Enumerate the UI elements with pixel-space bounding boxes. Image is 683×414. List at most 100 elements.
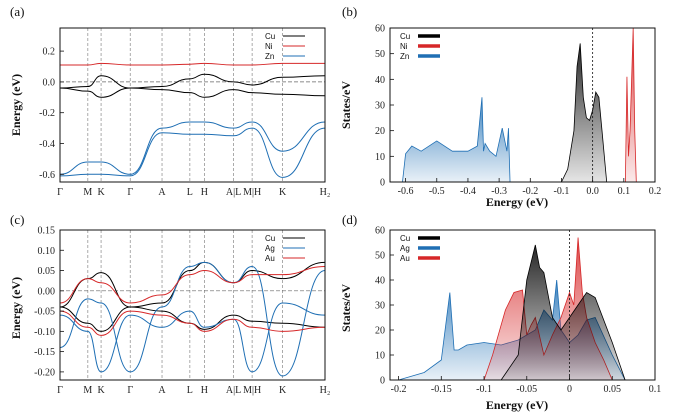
ylabel-d: States/eV (339, 284, 353, 332)
band-zn (59, 127, 326, 178)
legend-label: Zn (400, 52, 409, 61)
kpoint-label: K (279, 385, 287, 396)
xtick-label: 0.0 (586, 186, 599, 197)
band-cu (59, 306, 326, 332)
kpoint-label: A|L (226, 385, 241, 396)
ytick-label: 0.00 (38, 286, 56, 297)
dos-zn (402, 97, 511, 183)
plot-1 (389, 27, 656, 183)
kpoint-label: M (83, 187, 92, 198)
kpoint-label: A (158, 385, 166, 396)
ytick-label: -0.6 (39, 170, 55, 181)
plot-frame (389, 27, 656, 183)
ytick-label: 50 (375, 49, 385, 60)
ytick-label: -0.05 (34, 307, 55, 318)
band-ag (59, 261, 326, 377)
ytick-label: -0.20 (34, 367, 55, 378)
ytick-label: 0 (380, 178, 385, 189)
plot-3 (389, 229, 656, 381)
legend-label: Cu (400, 234, 410, 243)
ylabel-c: Energy (eV) (9, 277, 23, 339)
ytick-label: 0 (380, 376, 385, 387)
legend-label: Ni (265, 42, 273, 51)
plot-0 (59, 27, 326, 183)
plot-frame (59, 27, 326, 183)
legend-label: Cu (400, 32, 410, 41)
legend-label: Ag (265, 244, 275, 253)
ytick-label: 0.15 (38, 226, 56, 237)
xtick-label: 0 (567, 384, 572, 395)
kpoint-label: M|H (243, 187, 261, 198)
kpoint-label: Γ (57, 385, 63, 396)
xtick-label: -0.6 (398, 186, 414, 197)
xtick-label: -0.4 (460, 186, 476, 197)
xtick-label: -0.2 (391, 384, 407, 395)
dos-ni (624, 27, 637, 183)
band-cu (59, 87, 326, 98)
ytick-label: 20 (375, 326, 385, 337)
ytick-label: 10 (375, 152, 385, 163)
kpoint-label: L (187, 385, 193, 396)
legend-label: Zn (265, 52, 274, 61)
ytick-label: 60 (375, 24, 385, 35)
ytick-label: 30 (375, 301, 385, 312)
kpoint-label: M (83, 385, 92, 396)
legend-label: Ni (400, 42, 408, 51)
ylabel-b: States/eV (339, 81, 353, 129)
ytick-label: -0.10 (34, 327, 55, 338)
kpoint-label: K (97, 187, 105, 198)
xtick-label: 0.2 (649, 186, 662, 197)
dos-cu (500, 244, 626, 381)
kpoint-label: A|L (226, 187, 241, 198)
xtick-label: -0.3 (491, 186, 507, 197)
legend-label: Au (265, 254, 275, 263)
kpoint-label: Γ (57, 187, 63, 198)
ytick-label: 0.10 (38, 246, 56, 257)
xtick-label: 0.05 (604, 384, 622, 395)
ytick-label: -0.15 (34, 347, 55, 358)
ytick-label: 40 (375, 276, 385, 287)
kpoint-label: H (201, 385, 208, 396)
xtick-label: -0.05 (516, 384, 537, 395)
plot-frame (389, 229, 656, 381)
ytick-label: 60 (375, 226, 385, 237)
ytick-label: -0.4 (39, 139, 55, 150)
xtick-label: 0.1 (618, 186, 631, 197)
panel-label-d: (d) (342, 212, 357, 227)
xtick-label: -0.2 (522, 186, 538, 197)
xlabel-d: Energy (eV) (486, 398, 548, 412)
kpoint-label: K (279, 187, 287, 198)
kpoint-label: M|H (243, 385, 261, 396)
xtick-label: -0.5 (429, 186, 445, 197)
legend-label: Au (400, 254, 410, 263)
kpoint-label: Γ (127, 187, 133, 198)
ytick-label: 20 (375, 126, 385, 137)
ytick-label: 50 (375, 251, 385, 262)
plot-frame (59, 229, 326, 381)
xtick-label: 0.1 (649, 384, 662, 395)
legend-label: Cu (265, 234, 275, 243)
xtick-label: -0.15 (431, 384, 452, 395)
panel-label-b: (b) (342, 4, 357, 19)
ytick-label: 10 (375, 351, 385, 362)
dos-cu (560, 43, 608, 183)
ytick-label: 0.05 (38, 266, 56, 277)
xtick-label: -0.1 (554, 186, 570, 197)
ytick-label: 30 (375, 101, 385, 112)
xtick-label: -0.1 (476, 384, 492, 395)
plot-2 (59, 229, 326, 381)
band-cu (59, 73, 326, 89)
kpoint-label: L (187, 187, 193, 198)
panel-label-a: (a) (10, 4, 24, 19)
band-ni (60, 62, 325, 66)
legend-label: Cu (265, 32, 275, 41)
ylabel-a: Energy (eV) (9, 74, 23, 136)
band-au (59, 265, 326, 304)
legend-label: Ag (400, 244, 410, 253)
kpoint-label: H₂ (320, 385, 331, 396)
ytick-label: 0.2 (43, 47, 56, 58)
ytick-label: 0.0 (43, 77, 56, 88)
band-cu (59, 261, 326, 308)
kpoint-label: A (158, 187, 166, 198)
